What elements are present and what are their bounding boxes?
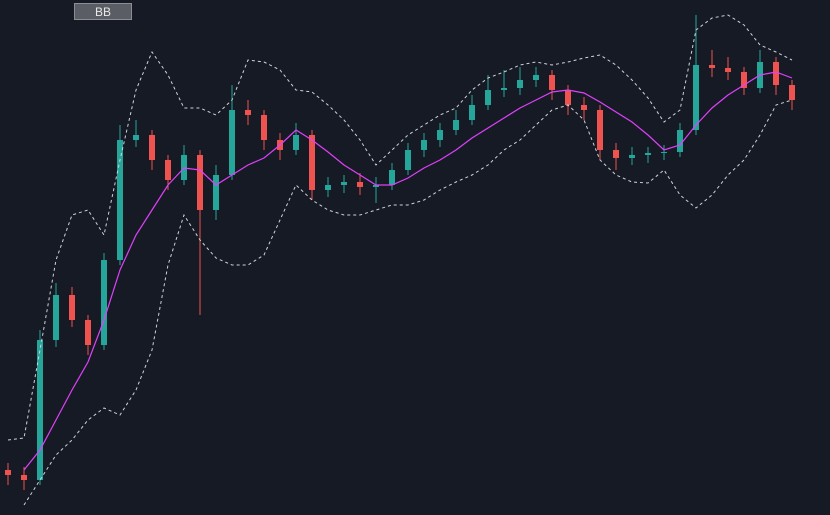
candle-body <box>581 105 587 110</box>
candle-body <box>661 152 667 153</box>
candle-body <box>21 475 27 480</box>
candle-body <box>341 182 347 185</box>
candle-body <box>149 135 155 160</box>
bb-button[interactable]: BB <box>74 3 132 20</box>
candle-body <box>5 470 11 475</box>
candle-body <box>725 68 731 72</box>
candle-body <box>293 135 299 150</box>
candle-body <box>645 153 651 155</box>
candle-body <box>213 175 219 210</box>
candle-body <box>133 135 139 140</box>
band-line <box>23 99 793 506</box>
candle-body <box>389 170 395 185</box>
candle-body <box>437 130 443 140</box>
band-line <box>7 14 793 441</box>
candle-body <box>709 65 715 68</box>
candle-body <box>261 115 267 140</box>
candle-body <box>101 260 107 345</box>
candle-body <box>565 90 571 105</box>
candle-body <box>197 155 203 210</box>
candle-body <box>69 295 75 320</box>
candle-body <box>501 88 507 90</box>
candle-body <box>549 75 555 90</box>
candle-body <box>597 110 603 150</box>
candle-body <box>533 75 539 80</box>
candle-body <box>405 150 411 170</box>
candle-body <box>53 295 59 340</box>
candle-body <box>485 90 491 105</box>
candle-body <box>357 182 363 187</box>
candle-body <box>453 120 459 130</box>
candle-body <box>773 62 779 85</box>
candle-body <box>629 155 635 158</box>
candle-body <box>469 105 475 120</box>
candle-body <box>309 135 315 190</box>
candle-body <box>165 160 171 180</box>
candle-body <box>693 65 699 130</box>
candle-body <box>229 110 235 175</box>
candle-body <box>85 320 91 345</box>
candle-body <box>677 130 683 152</box>
candle-body <box>37 340 43 480</box>
candle-body <box>421 140 427 150</box>
candle-body <box>741 72 747 88</box>
candle-body <box>613 150 619 158</box>
middle-band-line <box>23 71 793 471</box>
candle-body <box>789 85 795 100</box>
candle-body <box>517 80 523 88</box>
candle-body <box>245 110 251 115</box>
candle-body <box>373 185 379 187</box>
candle-body <box>117 140 123 260</box>
candle-body <box>325 185 331 190</box>
